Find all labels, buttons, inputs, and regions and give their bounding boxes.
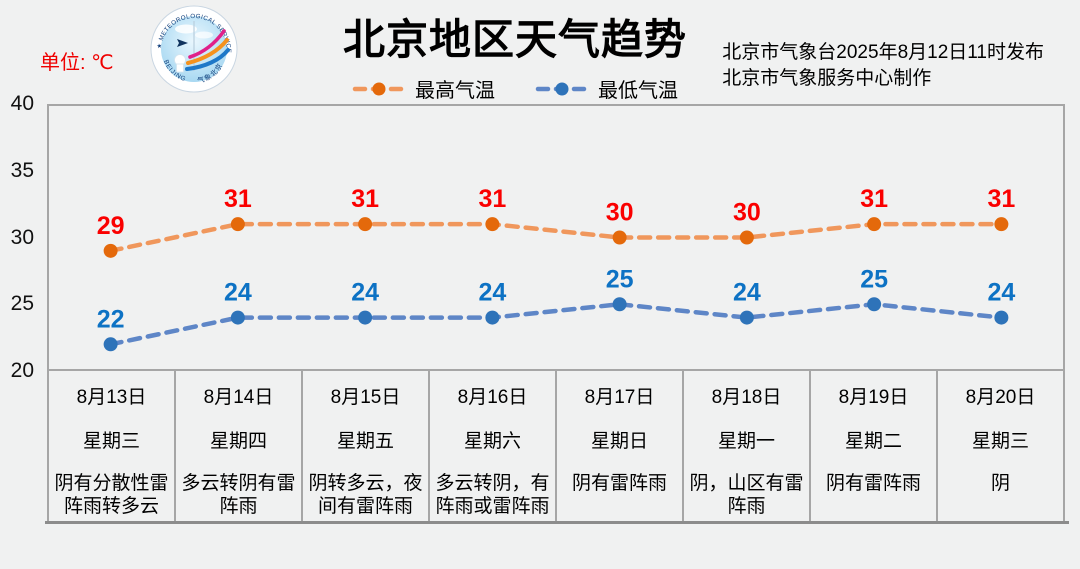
legend-label: 最低气温 [598, 80, 678, 102]
cloud-icon [175, 24, 197, 34]
day-weather: 阴转多云，夜间有雷阵雨 [308, 473, 423, 517]
day-column: 8月13日星期三阴有分散性雷阵雨转多云 [47, 371, 176, 521]
day-weekday: 星期二 [844, 431, 902, 452]
y-axis-tick: 40 [10, 92, 34, 115]
y-axis-tick: 20 [10, 359, 34, 382]
day-weather: 阴有雷阵雨 [571, 473, 667, 494]
day-table: 8月13日 星期三 阴有分散性雷阵雨转多云 8月14日 星期四 多云转阴有雷阵雨 8月15日… [47, 371, 1065, 521]
day-date: 8月19日 [838, 387, 909, 408]
day-weather: 阴有分散性雷阵雨转多云 [54, 473, 169, 517]
y-axis: 20 25 30 35 40 [0, 0, 36, 569]
day-weekday: 星期三 [82, 431, 140, 452]
day-date: 8月14日 [203, 387, 274, 408]
day-weather: 多云转阴有雷阵雨 [181, 473, 296, 517]
day-weekday: 星期六 [463, 431, 521, 452]
legend-item: 最高气温 [352, 74, 495, 103]
plane-icon [177, 39, 188, 47]
bms-logo: ★ METEOROLOGICAL SERVICE ★ BEIJING 气象北京 [150, 5, 238, 93]
y-axis-tick: 35 [10, 158, 34, 182]
day-date: 8月20日 [965, 387, 1036, 408]
cloud-icon [195, 31, 213, 39]
day-weather: 阴，山区有雷阵雨 [689, 473, 804, 517]
chart-legend: 最高气温 最低气温 [352, 74, 678, 103]
y-axis-tick: 25 [10, 292, 34, 316]
day-weekday: 星期日 [590, 431, 648, 452]
day-date: 8月15日 [330, 387, 401, 408]
day-weather: 阴有雷阵雨 [825, 473, 921, 494]
radar-base-icon [176, 63, 184, 73]
publisher-line-2: 北京市气象服务中心制作 [722, 68, 932, 89]
unit-label: 单位: ℃ [40, 52, 114, 74]
legend-swatch-icon [535, 82, 589, 95]
logo-swoosh-blue [185, 48, 230, 71]
legend-label: 最高气温 [415, 80, 495, 102]
day-weather: 多云转阴，有阵雨或雷阵雨 [435, 473, 550, 517]
day-weekday: 星期四 [209, 431, 267, 452]
page-title: 北京地区天气趋势 [342, 16, 688, 63]
day-column: 8月19日星期二阴有雷阵雨 [811, 371, 938, 521]
day-weekday: 星期一 [717, 431, 775, 452]
day-weekday: 星期五 [336, 431, 394, 452]
logo-swoosh-orange [186, 38, 229, 65]
day-column: 8月14日星期四多云转阴有雷阵雨 [176, 371, 303, 521]
day-column: 8月15日星期五阴转多云，夜间有雷阵雨 [303, 371, 430, 521]
legend-item: 最低气温 [535, 74, 678, 103]
day-date: 8月18日 [711, 387, 782, 408]
publisher-line-1: 北京市气象台2025年8月12日11时发布 [722, 42, 1044, 63]
day-date: 8月16日 [457, 387, 528, 408]
plot-area [47, 104, 1065, 371]
day-column: 8月18日星期一阴，山区有雷阵雨 [684, 371, 811, 521]
logo-swoosh-magenta [188, 29, 226, 59]
day-weather: 阴 [990, 473, 1010, 494]
day-date: 8月13日 [76, 387, 147, 408]
legend-swatch-icon [352, 82, 406, 95]
publisher-info: 北京市气象台2025年8月12日11时发布 北京市气象服务中心制作 [722, 40, 1044, 92]
y-axis-tick: 30 [10, 225, 34, 249]
day-weekday: 星期三 [971, 431, 1029, 452]
day-date: 8月17日 [584, 387, 655, 408]
day-column: 8月16日星期六多云转阴，有阵雨或雷阵雨 [430, 371, 557, 521]
table-bottom-rule [45, 521, 1069, 524]
day-column: 8月20日星期三阴 [938, 371, 1065, 521]
day-column: 8月17日星期日阴有雷阵雨 [557, 371, 684, 521]
